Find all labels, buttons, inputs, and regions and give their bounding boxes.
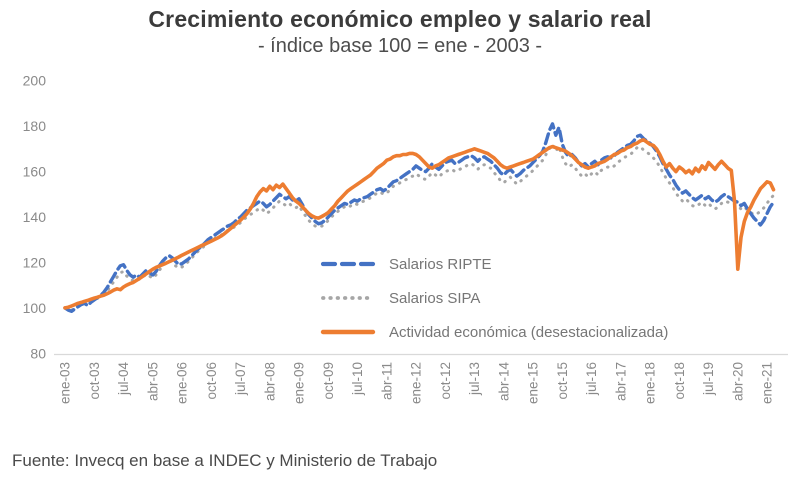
legend-label: Actividad económica (desestacionalizada) (389, 323, 669, 341)
x-tick-label: jul-19 (701, 362, 716, 396)
dashed-line-swatch-icon (320, 261, 376, 267)
x-tick-label: oct-15 (555, 362, 570, 400)
source-note: Fuente: Invecq en base a INDEC y Ministe… (12, 451, 438, 470)
x-tick-label: ene-12 (409, 362, 424, 404)
chart-subtitle: - índice base 100 = ene - 2003 - (257, 35, 543, 57)
x-tick-label: oct-09 (321, 362, 336, 400)
dotted-line-swatch-icon (321, 296, 375, 300)
actividad-economica-line (63, 138, 776, 310)
x-tick-label: oct-18 (672, 362, 687, 400)
x-tick-label: abr-20 (730, 362, 745, 401)
x-tick-label: oct-03 (87, 362, 102, 400)
y-tick-label: 100 (23, 300, 47, 316)
x-tick-label: jul-13 (467, 362, 482, 396)
chart-title: Crecimiento económico empleo y salario r… (148, 6, 652, 32)
y-tick-label: 140 (23, 209, 47, 225)
x-tick-label: jul-16 (584, 362, 599, 396)
legend-item-salarios-ripte: Salarios RIPTE (320, 247, 668, 281)
y-tick-label: 80 (30, 345, 46, 361)
x-tick-label: jul-10 (350, 362, 365, 396)
x-tick-label: ene-21 (760, 362, 775, 404)
legend-label: Salarios RIPTE (389, 255, 492, 273)
y-tick-label: 180 (23, 118, 47, 134)
legend-item-salarios-sipa: Salarios SIPA (320, 281, 668, 315)
y-tick-label: 120 (23, 254, 47, 270)
legend-label: Salarios SIPA (389, 289, 481, 307)
x-tick-label: abr-08 (262, 362, 277, 401)
x-tick-label: ene-09 (292, 362, 307, 404)
x-tick-label: oct-06 (204, 362, 219, 400)
x-tick-label: ene-18 (643, 362, 658, 404)
solid-line-swatch-icon (320, 329, 376, 335)
x-tick-label: oct-12 (438, 362, 453, 400)
y-tick-label: 200 (23, 73, 47, 89)
y-tick-label: 160 (23, 164, 47, 180)
x-tick-label: abr-17 (613, 362, 628, 401)
legend-item-actividad-economica: Actividad económica (desestacionalizada) (320, 315, 668, 349)
x-tick-label: ene-06 (175, 362, 190, 404)
x-tick-label: jul-04 (116, 362, 131, 397)
salarios-sipa-line (63, 142, 775, 312)
x-tick-label: abr-11 (379, 362, 394, 400)
x-tick-label: ene-15 (526, 362, 541, 404)
x-tick-label: abr-05 (145, 362, 160, 401)
chart-legend: Salarios RIPTE Salarios SIPA Actividad e… (320, 247, 668, 349)
x-tick-label: jul-07 (233, 362, 248, 396)
x-tick-label: abr-14 (496, 362, 511, 402)
x-tick-label: ene-03 (58, 362, 73, 404)
